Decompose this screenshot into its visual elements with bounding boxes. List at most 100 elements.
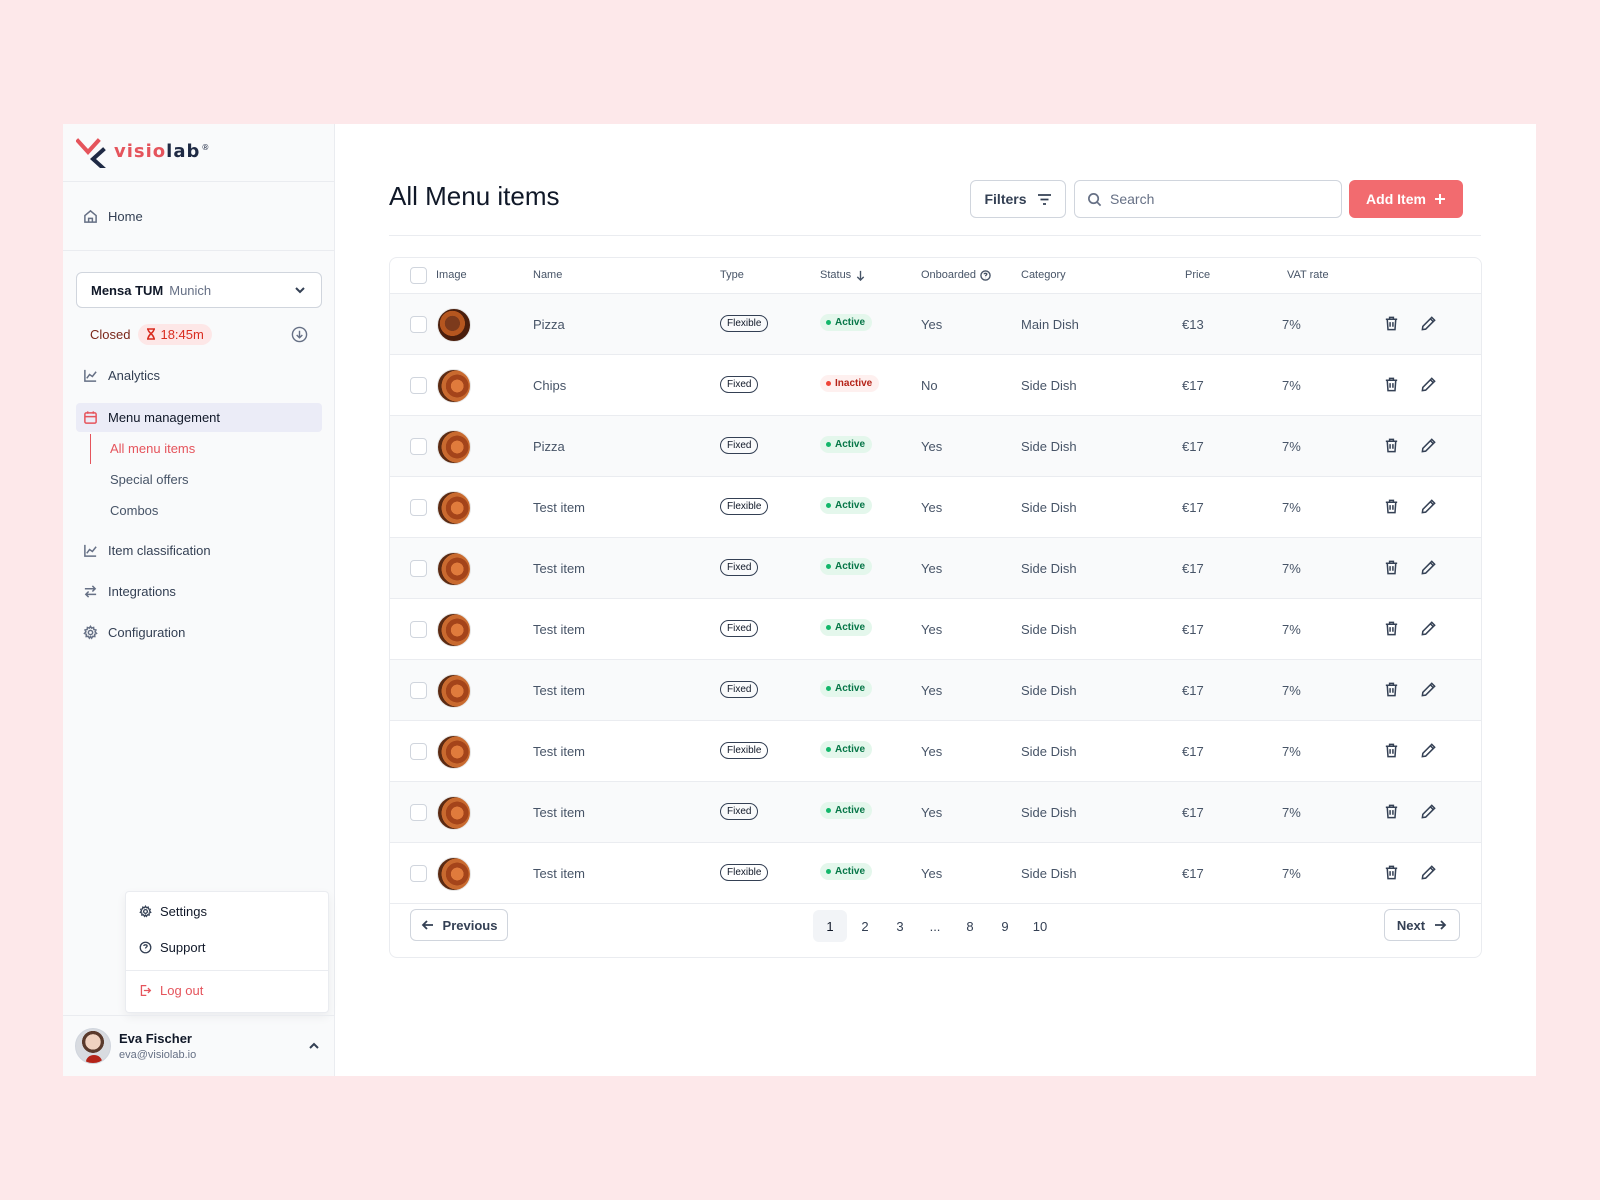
- status-label: Active: [835, 805, 866, 816]
- column-header-category[interactable]: Category: [1021, 269, 1066, 281]
- page-number-button[interactable]: 8: [966, 918, 974, 934]
- row-checkbox[interactable]: [410, 865, 427, 882]
- pencil-icon[interactable]: [1420, 559, 1437, 576]
- trash-icon[interactable]: [1383, 742, 1400, 759]
- trash-icon[interactable]: [1383, 620, 1400, 637]
- row-checkbox[interactable]: [410, 438, 427, 455]
- select-all-checkbox[interactable]: [410, 267, 427, 284]
- help-circle-icon[interactable]: [980, 269, 991, 281]
- column-header-onboarded[interactable]: Onboarded: [921, 269, 991, 281]
- table-row[interactable]: Test item Fixed Active Yes Side Dish €17…: [390, 538, 1481, 599]
- page-number-button[interactable]: 3: [896, 918, 904, 934]
- trash-icon[interactable]: [1383, 681, 1400, 698]
- row-checkbox[interactable]: [410, 377, 427, 394]
- cell-name: Pizza: [533, 439, 565, 454]
- page-number-button[interactable]: 9: [1001, 918, 1009, 934]
- gear-icon: [139, 905, 152, 918]
- pencil-icon[interactable]: [1420, 376, 1437, 393]
- cell-onboarded: No: [921, 378, 938, 393]
- pencil-icon[interactable]: [1420, 803, 1437, 820]
- search-box[interactable]: [1074, 180, 1342, 218]
- pencil-icon[interactable]: [1420, 315, 1437, 332]
- add-item-button[interactable]: Add Item: [1349, 180, 1463, 218]
- search-input[interactable]: [1110, 191, 1310, 207]
- table-row[interactable]: Test item Flexible Active Yes Side Dish …: [390, 843, 1481, 904]
- trash-icon[interactable]: [1383, 376, 1400, 393]
- table-row[interactable]: Test item Fixed Active Yes Side Dish €17…: [390, 660, 1481, 721]
- sidebar-item-menu-management[interactable]: Menu management: [76, 403, 322, 432]
- food-thumbnail: [437, 308, 471, 342]
- hourglass-icon: [147, 328, 156, 340]
- sidebar-item-label: Menu management: [108, 410, 221, 425]
- column-header-price[interactable]: Price: [1185, 269, 1211, 281]
- support-menu-item[interactable]: Support: [139, 940, 206, 955]
- sidebar-item-item-classification[interactable]: Item classification: [83, 543, 211, 558]
- column-header-name[interactable]: Name: [533, 269, 563, 281]
- sidebar-subitem-combos[interactable]: Combos: [110, 503, 159, 518]
- location-name: Mensa TUM: [91, 282, 164, 298]
- column-header-image: Image: [436, 269, 467, 281]
- row-checkbox[interactable]: [410, 560, 427, 577]
- table-row[interactable]: Chips Fixed Inactive No Side Dish €17 7%: [390, 355, 1481, 416]
- sidebar-subitem-special-offers[interactable]: Special offers: [110, 472, 189, 487]
- page-number-button[interactable]: 10: [1032, 918, 1048, 934]
- pencil-icon[interactable]: [1420, 437, 1437, 454]
- trash-icon[interactable]: [1383, 437, 1400, 454]
- food-thumbnail: [437, 491, 471, 525]
- table-row[interactable]: Test item Flexible Active Yes Side Dish …: [390, 721, 1481, 782]
- row-checkbox[interactable]: [410, 621, 427, 638]
- next-page-button[interactable]: Next: [1384, 909, 1460, 941]
- column-header-vat[interactable]: VAT rate: [1287, 269, 1329, 281]
- chevron-up-icon[interactable]: [308, 1040, 320, 1052]
- logout-icon: [140, 984, 152, 997]
- page-number-button[interactable]: 1: [813, 910, 847, 942]
- trash-icon[interactable]: [1383, 803, 1400, 820]
- menu-items-table: Image Name Type Status Onboarded Categor…: [389, 257, 1482, 958]
- cell-price: €17: [1182, 622, 1204, 637]
- logout-menu-item[interactable]: Log out: [139, 983, 203, 998]
- table-row[interactable]: Pizza Fixed Active Yes Side Dish €17 7%: [390, 416, 1481, 477]
- pencil-icon[interactable]: [1420, 864, 1437, 881]
- trash-icon[interactable]: [1383, 559, 1400, 576]
- row-checkbox[interactable]: [410, 804, 427, 821]
- sidebar-item-integrations[interactable]: Integrations: [83, 584, 176, 599]
- trash-icon[interactable]: [1383, 315, 1400, 332]
- column-header-type[interactable]: Type: [720, 269, 744, 281]
- table-row[interactable]: Test item Flexible Active Yes Side Dish …: [390, 477, 1481, 538]
- table-row[interactable]: Test item Fixed Active Yes Side Dish €17…: [390, 782, 1481, 843]
- type-badge: Flexible: [720, 742, 769, 759]
- row-checkbox[interactable]: [410, 743, 427, 760]
- sidebar-item-configuration[interactable]: Configuration: [83, 625, 185, 640]
- cell-name: Test item: [533, 866, 586, 881]
- pencil-icon[interactable]: [1420, 681, 1437, 698]
- row-checkbox[interactable]: [410, 316, 427, 333]
- pencil-icon[interactable]: [1420, 742, 1437, 759]
- logo[interactable]: visiolab®: [63, 124, 334, 182]
- table-row[interactable]: Pizza Flexible Active Yes Main Dish €13 …: [390, 294, 1481, 355]
- previous-page-button[interactable]: Previous: [410, 909, 508, 941]
- sidebar-subitem-all-menu-items[interactable]: All menu items: [110, 441, 196, 456]
- download-circle-icon[interactable]: [291, 326, 308, 343]
- cell-category: Side Dish: [1021, 744, 1077, 759]
- filters-button[interactable]: Filters: [970, 180, 1066, 218]
- sidebar-item-home[interactable]: Home: [83, 209, 143, 224]
- cell-name: Test item: [533, 561, 586, 576]
- row-checkbox[interactable]: [410, 499, 427, 516]
- user-profile[interactable]: Eva Fischer eva@visiolab.io: [63, 1015, 334, 1076]
- column-header-status[interactable]: Status: [820, 269, 866, 281]
- type-badge: Fixed: [720, 559, 759, 576]
- sidebar-item-analytics[interactable]: Analytics: [83, 368, 160, 383]
- page-number-button[interactable]: 2: [861, 918, 869, 934]
- location-select[interactable]: Mensa TUM Munich: [76, 272, 322, 308]
- trash-icon[interactable]: [1383, 498, 1400, 515]
- status-label: Active: [835, 439, 866, 450]
- cell-name: Test item: [533, 744, 586, 759]
- trash-icon[interactable]: [1383, 864, 1400, 881]
- settings-menu-item[interactable]: Settings: [139, 904, 207, 919]
- pencil-icon[interactable]: [1420, 620, 1437, 637]
- status-badge: Active: [820, 680, 873, 697]
- page-title: All Menu items: [389, 181, 560, 211]
- pencil-icon[interactable]: [1420, 498, 1437, 515]
- table-row[interactable]: Test item Fixed Active Yes Side Dish €17…: [390, 599, 1481, 660]
- row-checkbox[interactable]: [410, 682, 427, 699]
